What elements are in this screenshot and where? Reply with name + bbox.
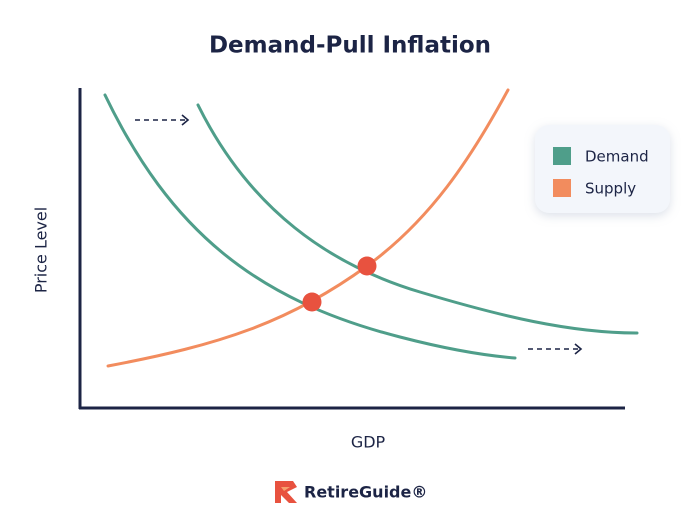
legend-label: Supply bbox=[585, 180, 636, 198]
equilibrium-point bbox=[357, 256, 377, 276]
legend-swatch bbox=[553, 179, 571, 197]
supply-curve bbox=[106, 88, 510, 368]
demand-curve bbox=[103, 93, 517, 360]
legend-swatch bbox=[553, 147, 571, 165]
legend-box bbox=[535, 125, 670, 213]
brand-logo bbox=[275, 481, 297, 503]
shift-arrow bbox=[528, 343, 583, 355]
equilibrium-point bbox=[302, 292, 322, 312]
title: Demand-Pull Inflation bbox=[209, 33, 491, 59]
demand-curve-shifted bbox=[196, 103, 639, 335]
y-axis-label: Price Level bbox=[32, 207, 51, 293]
x-axis-label: GDP bbox=[351, 433, 386, 452]
brand-name: RetireGuide® bbox=[304, 483, 427, 502]
legend-label: Demand bbox=[585, 148, 649, 166]
shift-arrow bbox=[135, 114, 190, 126]
